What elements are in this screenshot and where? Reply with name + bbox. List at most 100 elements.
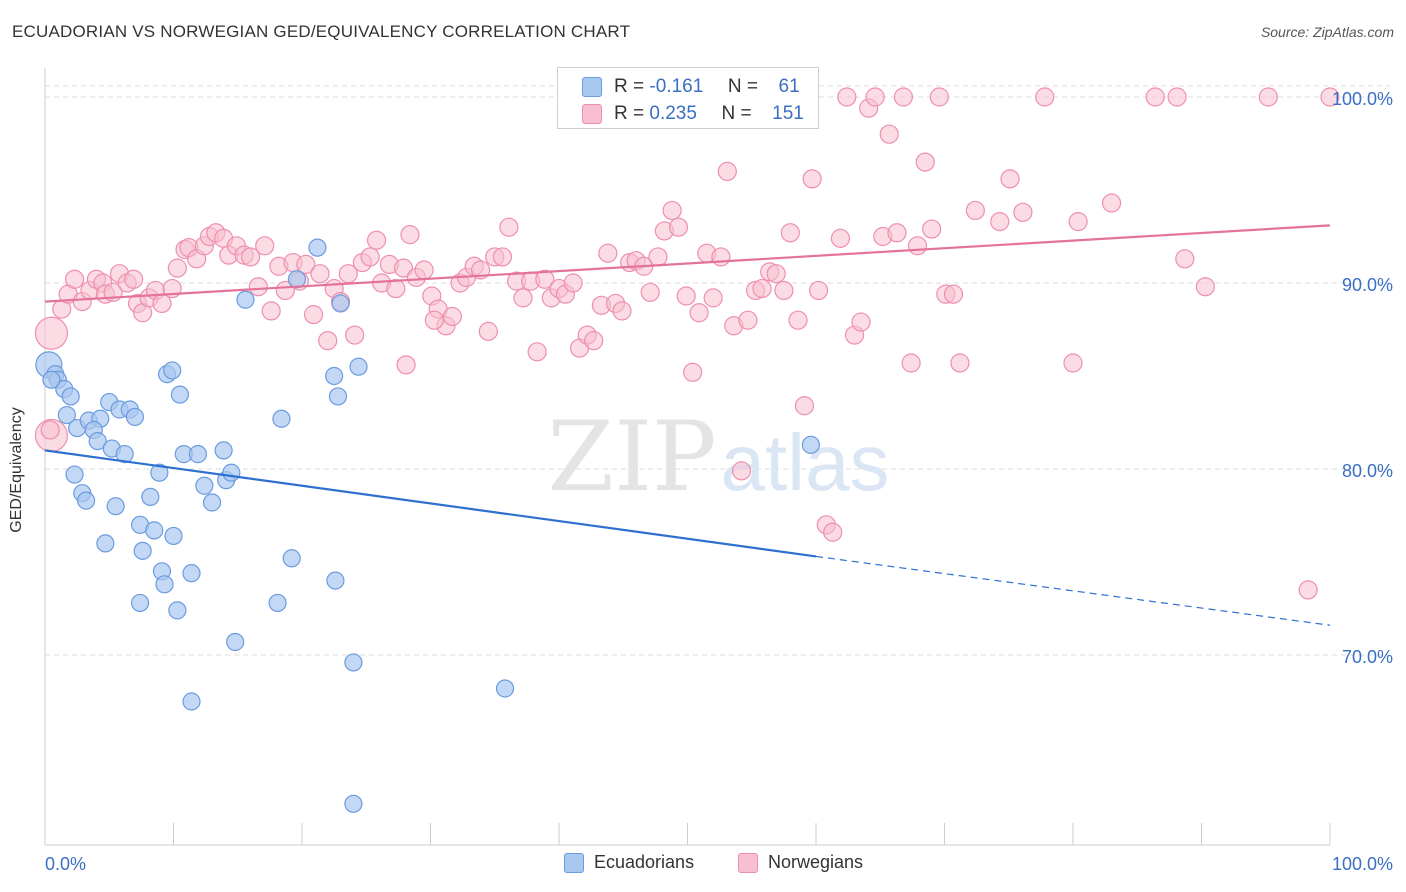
ecuadorians-point bbox=[57, 405, 76, 425]
norwegians-point bbox=[766, 264, 786, 284]
norwegians-point bbox=[689, 303, 709, 323]
legend-swatch-blue bbox=[582, 77, 602, 97]
ecuadorians-point bbox=[188, 445, 208, 464]
ecuadorians-point bbox=[222, 463, 241, 482]
norwegians-point bbox=[879, 124, 899, 144]
ecuadorians-point bbox=[96, 534, 115, 553]
x-tick-label: 0.0% bbox=[45, 854, 86, 874]
norwegians-point bbox=[318, 331, 338, 351]
legend-item-ecuadorians[interactable]: Ecuadorians bbox=[564, 852, 694, 873]
ecuadorians-point bbox=[801, 435, 820, 454]
norwegians-point bbox=[990, 212, 1010, 232]
ecuadorians-point bbox=[326, 571, 345, 590]
tick-labels: 70.0% 80.0% 90.0% 100.0% 0.0% 100.0% bbox=[45, 89, 1393, 874]
ecuadorians-point bbox=[182, 692, 201, 711]
ecuadorians-point bbox=[495, 679, 515, 698]
norwegians-point bbox=[492, 247, 513, 267]
norwegians-point bbox=[513, 288, 533, 308]
norwegians-point bbox=[612, 301, 632, 321]
norwegians-point bbox=[1101, 193, 1122, 213]
norwegians-point bbox=[717, 161, 737, 181]
norwegians-point bbox=[662, 200, 682, 221]
y-tick-label: 90.0% bbox=[1342, 275, 1393, 295]
ecuadorians-point bbox=[331, 294, 350, 313]
legend-swatch-blue bbox=[564, 852, 584, 873]
norwegians-point bbox=[478, 321, 498, 341]
norwegians-point bbox=[1068, 212, 1088, 232]
norwegians-point bbox=[668, 217, 689, 237]
ecuadorians-point bbox=[125, 407, 145, 427]
ecuadorians-points bbox=[35, 238, 820, 813]
norwegians-point bbox=[731, 461, 752, 481]
ecuadorians-point bbox=[168, 601, 187, 620]
norwegians-point bbox=[424, 310, 444, 330]
norwegians-point bbox=[167, 258, 187, 278]
ecuadorians-point bbox=[325, 366, 344, 386]
ecuadorians-point bbox=[163, 361, 182, 380]
legend-r-label: R = bbox=[614, 103, 645, 124]
norwegians-point bbox=[711, 247, 731, 267]
norwegians-point bbox=[393, 258, 414, 278]
norwegians-point bbox=[676, 286, 696, 306]
norwegians-point bbox=[865, 87, 885, 107]
ecuadorians-trend-line bbox=[44, 449, 817, 558]
norwegians-point bbox=[640, 282, 660, 302]
legend-r-value: 0.235 bbox=[649, 103, 697, 124]
legend-label-ecuadorians: Ecuadorians bbox=[594, 852, 695, 872]
legend-n-label: N = bbox=[727, 76, 758, 97]
norwegians-point bbox=[703, 288, 723, 308]
gridlines bbox=[45, 85, 1390, 656]
norwegians-point bbox=[929, 87, 949, 107]
norwegians-point bbox=[261, 301, 281, 321]
norwegians-point bbox=[794, 396, 815, 416]
norwegians-point bbox=[1258, 87, 1278, 107]
norwegians-point bbox=[808, 280, 829, 301]
series-legend: Ecuadorians Norwegians bbox=[0, 852, 1406, 878]
norwegians-point bbox=[851, 312, 871, 332]
norwegians-point bbox=[396, 355, 416, 375]
norwegians-point bbox=[310, 264, 330, 284]
watermark: ZIP atlas bbox=[547, 401, 889, 513]
norwegians-point bbox=[780, 223, 800, 243]
legend-r-value: -0.161 bbox=[649, 76, 704, 97]
norwegians-point bbox=[837, 87, 857, 107]
norwegians-point bbox=[303, 305, 324, 325]
norwegians-point bbox=[584, 331, 604, 351]
norwegians-point bbox=[40, 420, 60, 440]
norwegians-point bbox=[275, 280, 295, 301]
source-credit: Source: ZipAtlas.com bbox=[1260, 24, 1394, 40]
ecuadorians-point bbox=[115, 445, 134, 464]
ecuadorians-point bbox=[106, 497, 125, 516]
norwegians-point bbox=[752, 278, 772, 299]
watermark-zip: ZIP bbox=[547, 401, 716, 513]
norwegians-point bbox=[922, 219, 942, 239]
ecuadorians-point bbox=[272, 409, 291, 428]
norwegians-point bbox=[1195, 277, 1215, 297]
norwegians-point bbox=[34, 316, 69, 350]
y-tick-label: 70.0% bbox=[1342, 647, 1393, 667]
norwegians-point bbox=[598, 243, 618, 263]
norwegians-point bbox=[1175, 249, 1195, 269]
norwegians-point bbox=[1063, 353, 1083, 373]
norwegians-point bbox=[907, 236, 928, 256]
norwegians-point bbox=[901, 353, 921, 373]
legend-n-value: 61 bbox=[778, 76, 800, 97]
legend-item-norwegians[interactable]: Norwegians bbox=[738, 852, 863, 873]
y-tick-label: 80.0% bbox=[1342, 461, 1393, 481]
norwegians-point bbox=[442, 306, 462, 327]
norwegians-point bbox=[248, 277, 268, 297]
norwegians-point bbox=[802, 169, 822, 189]
ecuadorians-point bbox=[195, 476, 214, 495]
ecuadorians-point bbox=[145, 521, 164, 540]
ecuadorians-point bbox=[88, 432, 107, 451]
x-tick-label: 100.0% bbox=[1332, 854, 1393, 874]
norwegians-point bbox=[366, 230, 387, 250]
norwegians-point bbox=[950, 353, 970, 373]
norwegians-point bbox=[241, 247, 261, 267]
ecuadorians-point bbox=[65, 465, 84, 484]
ecuadorians-point bbox=[170, 385, 190, 404]
norwegians-point bbox=[345, 325, 365, 345]
norwegians-point bbox=[774, 280, 794, 301]
ecuadorians-point bbox=[202, 493, 222, 512]
trend-lines bbox=[44, 224, 1331, 626]
